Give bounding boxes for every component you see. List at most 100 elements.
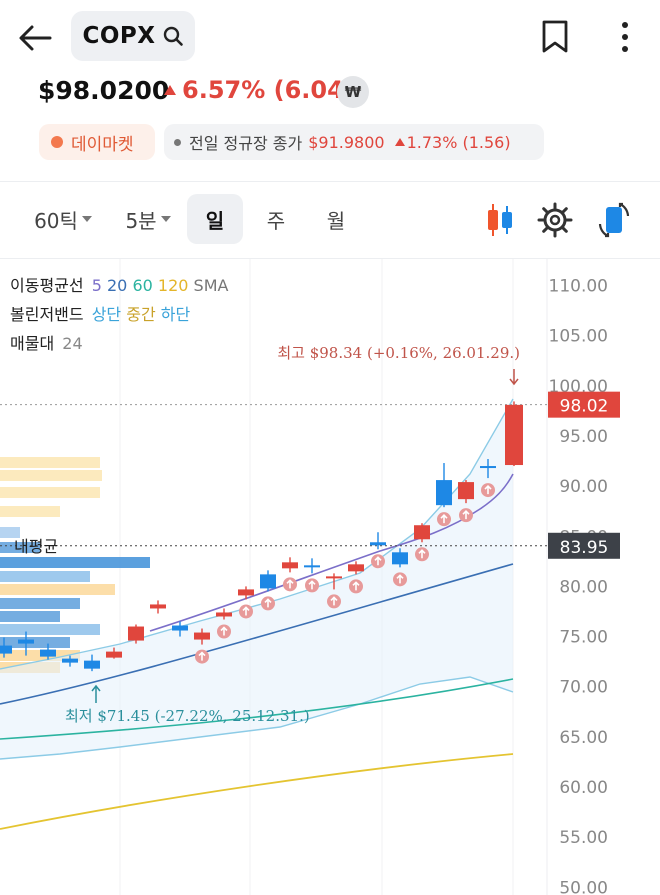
price-chart[interactable]: 최고 $98.34 (+0.16%, 26.01.29.) 최저 $71.45 (…	[0, 259, 660, 895]
won-icon: ₩	[344, 83, 362, 101]
candle	[194, 628, 210, 645]
tab-day[interactable]: 일	[187, 194, 243, 244]
signal-arrow	[330, 596, 338, 606]
search-icon	[163, 26, 183, 46]
candle	[150, 600, 166, 614]
candle	[62, 655, 78, 667]
bb-legend: 볼린저밴드 상단 중간 하단	[10, 301, 190, 325]
buy-signal-icon	[239, 604, 253, 619]
up-triangle-icon	[164, 85, 176, 95]
ma-60-line	[0, 678, 514, 740]
volume-profile-bar	[0, 542, 40, 553]
bollinger-band-fill	[0, 399, 513, 759]
market-session-label: 데이마켓	[71, 134, 134, 155]
ticker-search-chip[interactable]: COPX	[71, 11, 195, 61]
tab-5-min[interactable]: 5분	[118, 194, 178, 244]
y-axis-tick-label: 65.00	[559, 728, 608, 748]
low-arrow-icon	[91, 684, 101, 703]
tab-60-tick[interactable]: 60틱	[28, 194, 98, 244]
candle	[392, 548, 408, 568]
y-axis-tick-label: 95.00	[559, 427, 608, 447]
candle	[414, 523, 430, 543]
signal-arrow	[308, 580, 316, 590]
candle-body	[18, 639, 34, 644]
arrow-left-icon	[19, 25, 52, 51]
candle	[480, 459, 496, 479]
rotate-screen-button[interactable]	[592, 198, 636, 242]
chevron-down-icon	[160, 216, 171, 222]
candle	[106, 647, 122, 659]
signal-arrow	[418, 549, 426, 559]
y-axis-tick-label: 50.00	[559, 878, 608, 895]
back-button[interactable]	[14, 18, 58, 58]
candle-body	[392, 552, 408, 565]
current-price-label-bg	[548, 391, 620, 418]
volume-profile-bar	[0, 470, 102, 481]
signal-arrow	[220, 626, 228, 636]
bookmark-button[interactable]	[538, 18, 572, 56]
candle-body	[458, 482, 474, 500]
buy-signal-icon	[415, 547, 429, 562]
previous-close-dot	[174, 138, 181, 146]
tab-week[interactable]: 주	[250, 194, 302, 244]
candle	[128, 624, 144, 644]
bb-mid-label: 중간	[126, 305, 156, 324]
chart-settings-button[interactable]	[533, 198, 577, 242]
candle-body	[238, 589, 254, 596]
y-axis-tick-label: 70.00	[559, 678, 608, 698]
buy-signal-icon	[327, 594, 341, 609]
price-change-value: 6.57% (6.04)	[182, 76, 355, 104]
volume-profile-bar	[0, 611, 60, 622]
signal-arrow	[264, 598, 272, 608]
low-price-annotation: 최저 $71.45 (-27.22%, 25.12.31.)	[65, 707, 310, 725]
volume-profile-bar	[0, 598, 80, 609]
bookmark-icon	[542, 20, 568, 53]
bollinger-lower-line	[0, 676, 514, 760]
volume-profile-bar	[0, 557, 150, 568]
chart-type-button[interactable]	[478, 198, 522, 242]
signal-arrow	[198, 651, 206, 661]
candle-body	[282, 562, 298, 569]
candle-body	[370, 542, 386, 546]
candle-body	[106, 651, 122, 658]
buy-signal-icon	[393, 572, 407, 587]
signal-arrow	[352, 581, 360, 591]
candle-body	[304, 565, 320, 568]
previous-close-change: 1.73% (1.56)	[394, 133, 511, 152]
candle-body	[40, 649, 56, 657]
high-arrow-icon	[509, 369, 519, 386]
divider	[0, 258, 660, 259]
currency-toggle-button[interactable]: ₩	[337, 76, 369, 108]
average-price-label: 83.95	[560, 538, 609, 558]
tab-label: 5분	[125, 208, 157, 233]
tab-label: 주	[266, 208, 286, 233]
y-axis-tick-label: 90.00	[559, 477, 608, 497]
candle	[18, 631, 34, 656]
high-price-annotation: 최고 $98.34 (+0.16%, 26.01.29.)	[277, 344, 520, 362]
bb-legend-title: 볼린저밴드	[10, 305, 84, 324]
volume-profile-bar	[0, 457, 100, 468]
ticker-label: COPX	[82, 23, 156, 49]
volume-profile-bar	[0, 624, 100, 635]
candle-body	[172, 625, 188, 631]
signal-arrow	[462, 510, 470, 520]
candle-body	[436, 480, 452, 506]
candle-body	[0, 645, 12, 654]
tab-label: 60틱	[34, 208, 78, 233]
tab-month[interactable]: 월	[310, 194, 362, 244]
more-menu-button[interactable]	[612, 18, 638, 56]
vp-legend-value: 24	[62, 334, 83, 353]
candle	[172, 621, 188, 637]
candle-body	[194, 632, 210, 640]
rotate-screen-icon	[598, 202, 630, 238]
tab-label: 월	[326, 208, 346, 233]
bollinger-upper-line	[0, 398, 514, 670]
volume-profile-bar	[0, 506, 60, 517]
candle-body	[260, 574, 276, 589]
y-axis-tick-label: 60.00	[559, 778, 608, 798]
buy-signal-icon	[459, 508, 473, 523]
buy-signal-icon	[371, 554, 385, 569]
divider	[0, 181, 660, 182]
candle-body	[216, 612, 232, 617]
volume-profile-bar	[0, 527, 20, 538]
